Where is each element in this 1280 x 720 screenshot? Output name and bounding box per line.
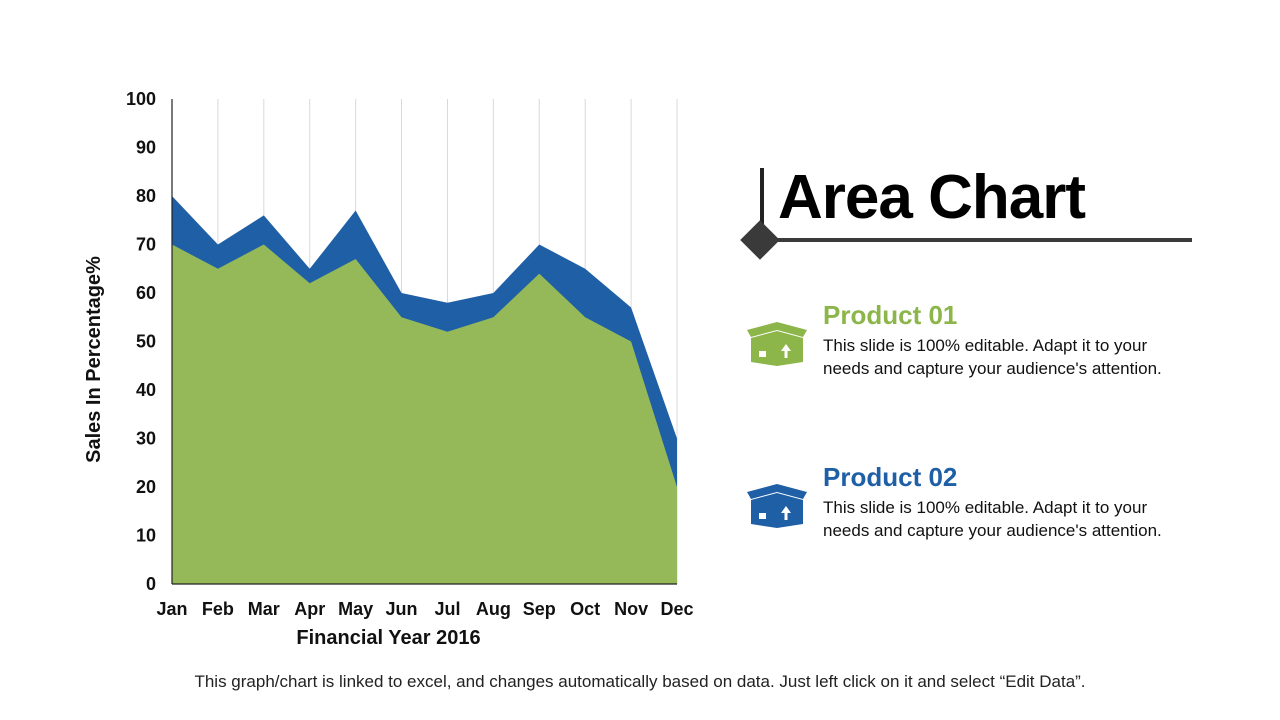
y-tick-label: 30 [136, 429, 156, 449]
chart-areas [172, 196, 677, 584]
x-tick-labels: Jan Feb Mar Apr May Jun Jul Aug Sep Oct Nov Dec [156, 599, 693, 619]
chart-axes [171, 99, 677, 585]
x-tick-label: Oct [570, 599, 600, 619]
title-vertical-rule [760, 168, 764, 226]
y-tick-label: 100 [126, 89, 156, 109]
title-block: Area Chart [738, 160, 1198, 270]
product-01-legend: Product 01 This slide is 100% editable. … [745, 300, 1185, 410]
x-tick-label: Mar [248, 599, 280, 619]
title-horizontal-rule [774, 238, 1192, 242]
x-tick-label: Jan [156, 599, 187, 619]
y-tick-label: 50 [136, 332, 156, 352]
y-tick-label: 0 [146, 574, 156, 594]
y-tick-label: 60 [136, 283, 156, 303]
y-tick-label: 80 [136, 186, 156, 206]
diamond-icon [740, 220, 780, 260]
y-tick-labels: 0 10 20 30 40 50 60 70 80 90 100 [126, 89, 156, 594]
page-title: Area Chart [778, 163, 1086, 232]
y-axis-title: Sales In Percentage% [83, 256, 105, 463]
box-icon [747, 484, 807, 528]
product-02-legend: Product 02 This slide is 100% editable. … [745, 462, 1185, 572]
product-02-description: This slide is 100% editable. Adapt it to… [823, 498, 1162, 540]
footer-note: This graph/chart is linked to excel, and… [194, 672, 1086, 691]
x-tick-label: Feb [202, 599, 234, 619]
product-01-description: This slide is 100% editable. Adapt it to… [823, 336, 1162, 378]
product-02-name: Product 02 [823, 462, 958, 492]
x-tick-label: May [338, 599, 373, 619]
box-icon [747, 322, 807, 366]
y-tick-label: 40 [136, 380, 156, 400]
x-tick-label: Jul [434, 599, 460, 619]
x-axis-title: Financial Year 2016 [296, 627, 480, 649]
product-01-name: Product 01 [823, 300, 958, 330]
x-tick-label: Apr [294, 599, 325, 619]
y-tick-label: 70 [136, 235, 156, 255]
x-tick-label: Sep [523, 599, 556, 619]
area-series-2[interactable] [172, 244, 677, 585]
x-tick-label: Nov [614, 599, 648, 619]
x-tick-label: Dec [660, 599, 693, 619]
area-chart[interactable]: Jan Feb Mar Apr May Jun Jul Aug Sep Oct Nov Dec 0 10… [0, 0, 720, 672]
x-tick-label: Aug [476, 599, 511, 619]
x-tick-label: Jun [386, 599, 418, 619]
y-tick-label: 10 [136, 526, 156, 546]
y-tick-label: 90 [136, 138, 156, 158]
y-tick-label: 20 [136, 477, 156, 497]
